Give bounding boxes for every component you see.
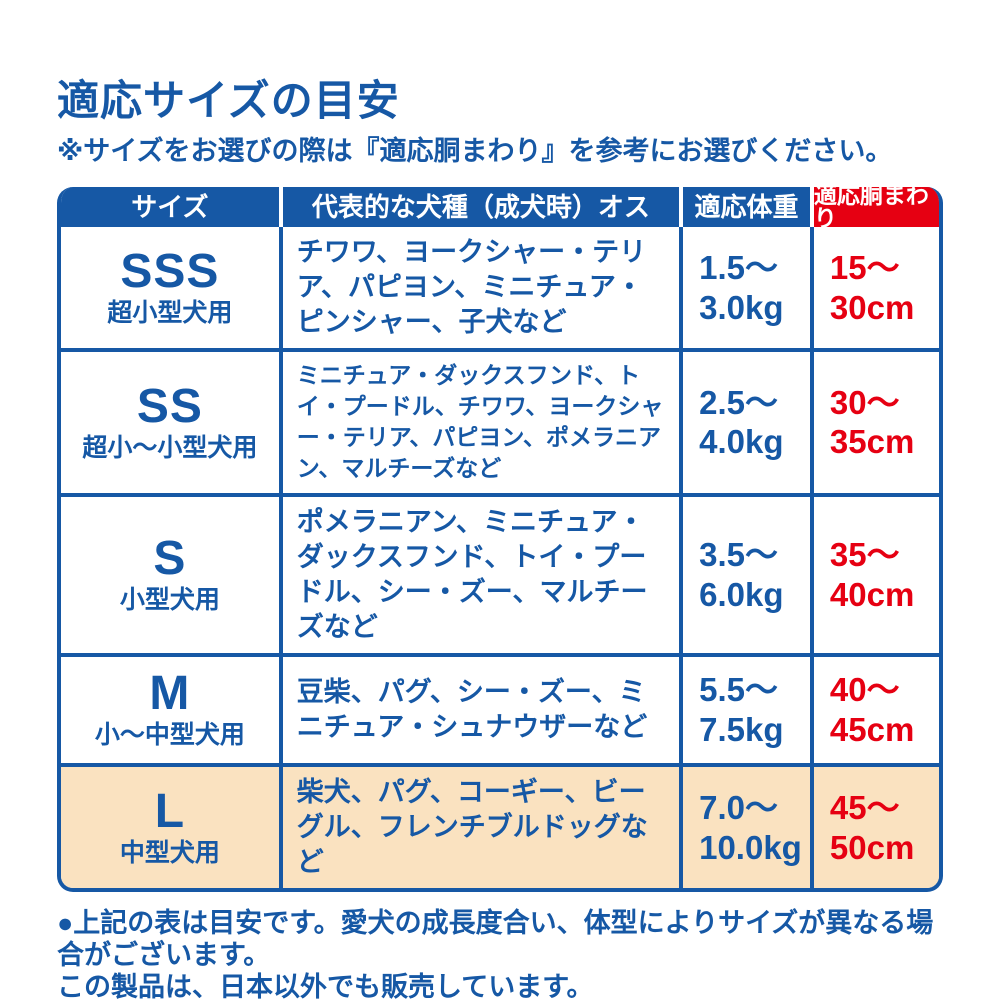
size-cell: SSS 超小型犬用	[61, 227, 279, 348]
page-title: 適応サイズの目安	[57, 77, 400, 124]
header-size: サイズ	[131, 192, 209, 223]
size-label: 超小型犬用	[107, 298, 233, 327]
weight-cell: 5.5～ 7.5kg	[679, 656, 810, 763]
waist-cell: 30～ 35cm	[809, 352, 939, 493]
breeds-cell: 豆柴、パグ、シー・ズー、ミニチュア・シュナウザーなど	[278, 656, 679, 763]
size-code: SS	[136, 379, 203, 433]
weight-to: 10.0kg	[699, 828, 802, 866]
table-row-ss: SS 超小～小型犬用 ミニチュア・ダックスフンド、トイ・プードル、チワワ、ヨーク…	[61, 348, 939, 493]
waist-cell: 45～ 50cm	[809, 766, 939, 889]
weight-from: 3.5～	[699, 536, 778, 574]
size-label: 小～中型犬用	[94, 721, 245, 750]
breeds-cell: チワワ、ヨークシャー・テリア、パピヨン、ミニチュア・ピンシャー、子犬など	[278, 227, 679, 349]
header-breeds: 代表的な犬種（成犬時）オス	[278, 187, 679, 228]
size-code: SSS	[120, 244, 220, 298]
waist-from: 35～	[829, 536, 900, 574]
weight-from: 1.5～	[699, 249, 778, 287]
waist-cell: 15～ 30cm	[809, 227, 939, 349]
table-row-sss: SSS 超小型犬用 チワワ、ヨークシャー・テリア、パピヨン、ミニチュア・ピンシャ…	[61, 227, 939, 349]
weight-to: 3.0kg	[699, 288, 784, 326]
waist-from: 30～	[829, 383, 900, 421]
size-label: 中型犬用	[119, 838, 220, 867]
weight-cell: 1.5～ 3.0kg	[679, 227, 810, 349]
weight-to: 7.5kg	[699, 710, 784, 748]
footer-note-sales: この製品は、日本以外でも販売しています。	[57, 971, 594, 1000]
waist-from: 40～	[829, 671, 900, 709]
size-code: L	[154, 784, 186, 838]
weight-cell: 2.5～ 4.0kg	[679, 352, 810, 493]
size-selection-note: ※サイズをお選びの際は『適応胴まわり』を参考にお選びください。	[57, 136, 893, 166]
waist-from: 45～	[829, 788, 900, 826]
waist-cell: 35～ 40cm	[809, 496, 939, 653]
size-code: M	[149, 667, 191, 721]
weight-to: 6.0kg	[699, 575, 784, 613]
footer-notes: ●上記の表は目安です。愛犬の成長度合い、体型によりサイズが異なる場合がございます…	[57, 908, 957, 1000]
waist-to: 35cm	[829, 423, 915, 461]
size-code: S	[153, 531, 187, 585]
size-label: 超小～小型犬用	[82, 433, 258, 462]
weight-from: 7.0～	[699, 788, 778, 826]
waist-from: 15～	[829, 249, 900, 287]
weight-from: 5.5～	[699, 671, 778, 709]
weight-from: 2.5～	[699, 383, 778, 421]
breeds-cell: ミニチュア・ダックスフンド、トイ・プードル、チワワ、ヨークシャー・テリア、パピヨ…	[278, 352, 679, 493]
size-chart-table: サイズ 代表的な犬種（成犬時）オス 適応体重 適応胴まわり SSS 超小型犬用 …	[57, 187, 943, 893]
table-row-l-highlighted: L 中型犬用 柴犬、パグ、コーギー、ビーグル、フレンチブルドッグなど 7.0～ …	[61, 762, 939, 889]
size-cell: S 小型犬用	[61, 497, 279, 653]
weight-to: 4.0kg	[699, 423, 784, 461]
weight-cell: 7.0～ 10.0kg	[679, 766, 810, 889]
header-waist: 適応胴まわり	[809, 187, 939, 230]
waist-to: 40cm	[829, 575, 915, 613]
waist-to: 45cm	[829, 710, 915, 748]
waist-to: 30cm	[829, 288, 915, 326]
table-row-s: S 小型犬用 ポメラニアン、ミニチュア・ダックスフンド、トイ・プードル、シー・ズ…	[61, 492, 939, 653]
weight-cell: 3.5～ 6.0kg	[679, 496, 810, 653]
size-cell: SS 超小～小型犬用	[61, 352, 279, 492]
waist-cell: 40～ 45cm	[809, 656, 939, 763]
size-label: 小型犬用	[119, 585, 220, 614]
size-cell: M 小～中型犬用	[61, 657, 279, 763]
footer-note-disclaimer: ●上記の表は目安です。愛犬の成長度合い、体型によりサイズが異なる場合がございます…	[57, 908, 934, 971]
header-weight: 適応体重	[679, 187, 810, 228]
breeds-cell: ポメラニアン、ミニチュア・ダックスフンド、トイ・プードル、シー・ズー、マルチーズ…	[278, 496, 679, 653]
table-header-row: サイズ 代表的な犬種（成犬時）オス 適応体重 適応胴まわり	[61, 187, 939, 230]
size-cell: L 中型犬用	[61, 767, 279, 888]
breeds-cell: 柴犬、パグ、コーギー、ビーグル、フレンチブルドッグなど	[278, 766, 679, 889]
table-row-m: M 小～中型犬用 豆柴、パグ、シー・ズー、ミニチュア・シュナウザーなど 5.5～…	[61, 652, 939, 763]
waist-to: 50cm	[829, 828, 915, 866]
